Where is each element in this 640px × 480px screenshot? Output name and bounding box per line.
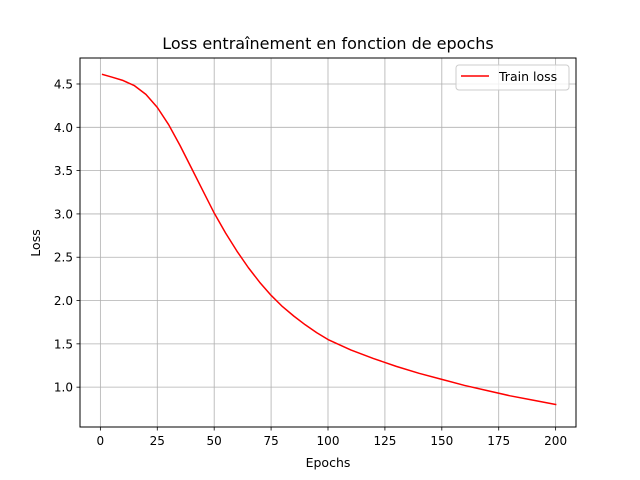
- legend: Train loss: [455, 64, 570, 91]
- y-tick-label: 4.0: [54, 121, 73, 135]
- x-tick-label: 0: [97, 434, 105, 448]
- y-tick-label: 1.0: [54, 381, 73, 395]
- y-tick-label: 3.0: [54, 207, 73, 221]
- legend-box: [455, 64, 570, 91]
- y-tick-label: 4.5: [54, 77, 73, 91]
- x-axis-label: Epochs: [306, 455, 351, 470]
- x-tick-label: 150: [430, 434, 453, 448]
- series-line-train-loss: [101, 73, 557, 406]
- x-tick-label: 175: [487, 434, 510, 448]
- axis-ticks: 0 25 50 75 100 125 150 175 200 1.0 1.5 2.0 2.5 3.0 3.5…: [54, 77, 567, 448]
- legend-label-train-loss: Train loss: [498, 69, 557, 84]
- x-tick-label: 125: [373, 434, 396, 448]
- y-tick-label: 2.0: [54, 294, 73, 308]
- y-tick-label: 2.5: [54, 251, 73, 265]
- y-axis-label: Loss: [28, 229, 43, 256]
- series-layer: [101, 73, 557, 406]
- x-tick-label: 100: [317, 434, 340, 448]
- x-tick-label: 200: [544, 434, 567, 448]
- x-tick-label: 25: [150, 434, 165, 448]
- y-tick-label: 3.5: [54, 164, 73, 178]
- y-tick-label: 1.5: [54, 337, 73, 351]
- chart-title: Loss entraînement en fonction de epochs: [162, 34, 494, 53]
- x-tick-label: 50: [207, 434, 222, 448]
- grid: [80, 58, 576, 427]
- x-tick-label: 75: [263, 434, 278, 448]
